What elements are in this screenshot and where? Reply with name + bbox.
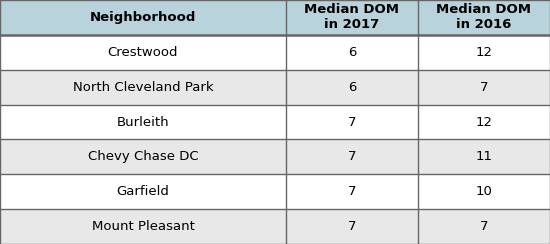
Text: 6: 6	[348, 81, 356, 94]
Bar	[418, 70, 550, 105]
Text: 12: 12	[476, 115, 492, 129]
Text: 7: 7	[348, 220, 356, 233]
Bar	[418, 35, 550, 70]
Bar	[0, 0, 286, 35]
Bar	[0, 70, 286, 105]
Text: 7: 7	[348, 150, 356, 163]
Bar	[286, 105, 418, 139]
Text: 10: 10	[476, 185, 492, 198]
Bar	[0, 139, 286, 174]
Text: North Cleveland Park: North Cleveland Park	[73, 81, 213, 94]
Text: 11: 11	[476, 150, 492, 163]
Text: 7: 7	[480, 220, 488, 233]
Text: 12: 12	[476, 46, 492, 59]
Text: 6: 6	[348, 46, 356, 59]
Bar	[286, 139, 418, 174]
Bar	[286, 70, 418, 105]
Text: Median DOM
in 2017: Median DOM in 2017	[305, 3, 399, 31]
Bar	[286, 174, 418, 209]
Text: Median DOM
in 2016: Median DOM in 2016	[437, 3, 531, 31]
Text: Crestwood: Crestwood	[108, 46, 178, 59]
Text: 7: 7	[348, 115, 356, 129]
Bar	[286, 0, 418, 35]
Bar	[286, 35, 418, 70]
Bar	[418, 0, 550, 35]
Text: 7: 7	[348, 185, 356, 198]
Bar	[0, 209, 286, 244]
Bar	[418, 174, 550, 209]
Text: Burleith: Burleith	[117, 115, 169, 129]
Bar	[418, 209, 550, 244]
Text: Garfield: Garfield	[117, 185, 169, 198]
Text: Neighborhood: Neighborhood	[90, 11, 196, 24]
Bar	[0, 174, 286, 209]
Bar	[418, 139, 550, 174]
Text: Chevy Chase DC: Chevy Chase DC	[87, 150, 199, 163]
Bar	[418, 105, 550, 139]
Bar	[0, 105, 286, 139]
Text: Mount Pleasant: Mount Pleasant	[91, 220, 195, 233]
Bar	[0, 35, 286, 70]
Bar	[286, 209, 418, 244]
Text: 7: 7	[480, 81, 488, 94]
